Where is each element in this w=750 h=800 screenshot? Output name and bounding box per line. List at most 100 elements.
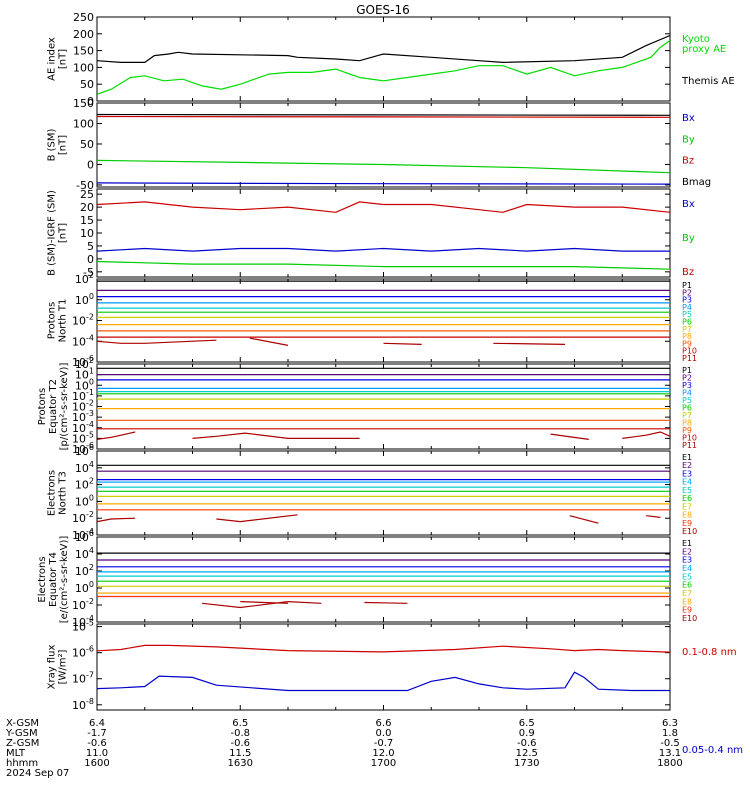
legend-label: P4	[682, 303, 692, 312]
legend-label: E1	[682, 453, 692, 462]
y-tick-label: 100	[75, 292, 94, 307]
axis-row-label: Y-GSM	[5, 728, 38, 739]
y-tick-label: 10-2	[72, 313, 94, 328]
legend-label: E9	[682, 606, 692, 615]
legend-label: E2	[682, 461, 692, 470]
legend-label: P1	[682, 366, 692, 375]
y-tick-label: 10-6	[72, 354, 94, 369]
y-tick-label: 10-5	[72, 619, 94, 634]
legend-label: 0.05-0.4 nm	[682, 745, 743, 756]
y-tick-label: 102	[75, 563, 94, 578]
series-p11	[97, 431, 136, 440]
legend-label: P5	[682, 396, 692, 405]
panel-frame	[96, 623, 671, 711]
legend-label: P10	[682, 347, 697, 356]
series-e10	[646, 515, 661, 518]
y-tick-label: 100	[75, 580, 94, 595]
y-axis-title: Equator T4	[48, 552, 59, 607]
y-tick-label: 250	[73, 11, 94, 24]
panel-frame	[96, 363, 671, 450]
series-e10	[364, 601, 408, 604]
y-tick-label: 10-2	[72, 399, 94, 414]
legend-label: E8	[682, 597, 692, 606]
legend-label: P9	[682, 339, 692, 348]
y-tick-label: 10-2	[72, 510, 94, 525]
legend-label: P1	[682, 281, 692, 290]
legend-label: E3	[682, 556, 692, 565]
legend-label: P2	[682, 374, 692, 383]
legend-label: E4	[682, 564, 692, 573]
y-axis-title: B (SM)	[47, 128, 58, 161]
axis-row-value: -0.5	[660, 738, 680, 749]
y-tick-label: 0	[87, 95, 94, 108]
y-tick-label: 102	[75, 271, 94, 286]
legend-label: Kyoto	[682, 34, 710, 45]
axis-row-value: 13.1	[659, 748, 681, 759]
series-bz	[97, 201, 670, 213]
y-tick-label: 100	[75, 493, 94, 508]
y-tick-label: 10-8	[72, 697, 94, 712]
series-p11	[383, 342, 422, 345]
legend-label: E3	[682, 469, 692, 478]
legend-label: E4	[682, 478, 692, 487]
series-themis-ae	[97, 34, 670, 64]
y-tick-label: 10-4	[72, 420, 94, 435]
legend-label: P11	[682, 354, 697, 363]
y-tick-label: 102	[75, 477, 94, 492]
axis-row-value: 11.5	[229, 748, 251, 759]
y-tick-label: 10-4	[72, 527, 94, 542]
axis-row-label: hhmm	[6, 758, 38, 769]
series-p11	[192, 432, 360, 439]
y-tick-label: 106	[75, 443, 94, 458]
axis-row-label: X-GSM	[6, 718, 39, 729]
legend-label: E10	[682, 527, 697, 536]
panel-frame	[96, 450, 671, 536]
legend-label: Bx	[682, 113, 695, 124]
legend-label: E1	[682, 539, 692, 548]
axis-row-value: -0.6	[87, 738, 107, 749]
y-tick-label: 104	[75, 460, 94, 475]
axis-row-value: 12.5	[516, 748, 538, 759]
legend-label: P7	[682, 325, 692, 334]
y-axis-title: Electrons	[47, 470, 58, 516]
series-e10	[202, 601, 289, 609]
axis-row-value: 1730	[514, 758, 539, 769]
y-axis-title: [nT]	[58, 223, 69, 243]
y-axis-title: Protons	[47, 302, 58, 339]
axis-row-value: 6.6	[376, 718, 392, 729]
series-by	[97, 159, 670, 174]
y-tick-label: 10-1	[72, 388, 94, 403]
series-0-1-0-8-nm	[97, 644, 670, 653]
series-p11	[97, 339, 217, 344]
panel-frame	[96, 278, 671, 363]
y-tick-label: 106	[75, 529, 94, 544]
axis-row-value: -0.7	[374, 738, 394, 749]
legend-label: P11	[682, 441, 697, 450]
legend-label: P3	[682, 381, 692, 390]
y-axis-title: [nT]	[58, 135, 69, 155]
legend-label: P10	[682, 434, 697, 443]
legend-label: P4	[682, 389, 692, 398]
series-e10	[240, 601, 289, 604]
panel-pe: 10210110010-110-210-310-410-510-6Protons…	[37, 356, 697, 456]
axis-row-value: 12.0	[372, 748, 394, 759]
series-p11	[550, 433, 589, 440]
y-axis-title: Protons	[37, 388, 48, 425]
series-e10	[569, 515, 599, 524]
legend-label: E5	[682, 486, 692, 495]
panel-bsm: -50 0 50 100 150 B (SM) [nT] Bx By Bz Bmag	[47, 97, 712, 192]
y-axis-title: [e/(cm²-s-sr-keV)]	[59, 536, 70, 624]
y-tick-label: 150	[73, 97, 94, 110]
legend-label: Bx	[682, 199, 695, 210]
legend-label: P8	[682, 332, 692, 341]
legend-label: E5	[682, 572, 692, 581]
y-axis-title: AE index	[47, 37, 58, 81]
axis-row-value: -1.7	[87, 728, 107, 739]
y-tick-label: 150	[73, 45, 94, 58]
legend-label: E10	[682, 614, 697, 623]
legend-label: P5	[682, 310, 692, 319]
panel-xray: 10-5 10-6 10-7 10-8 Xray flux [W/m²] 0.1-0.8 n…	[47, 619, 744, 756]
legend-label: E6	[682, 494, 692, 503]
